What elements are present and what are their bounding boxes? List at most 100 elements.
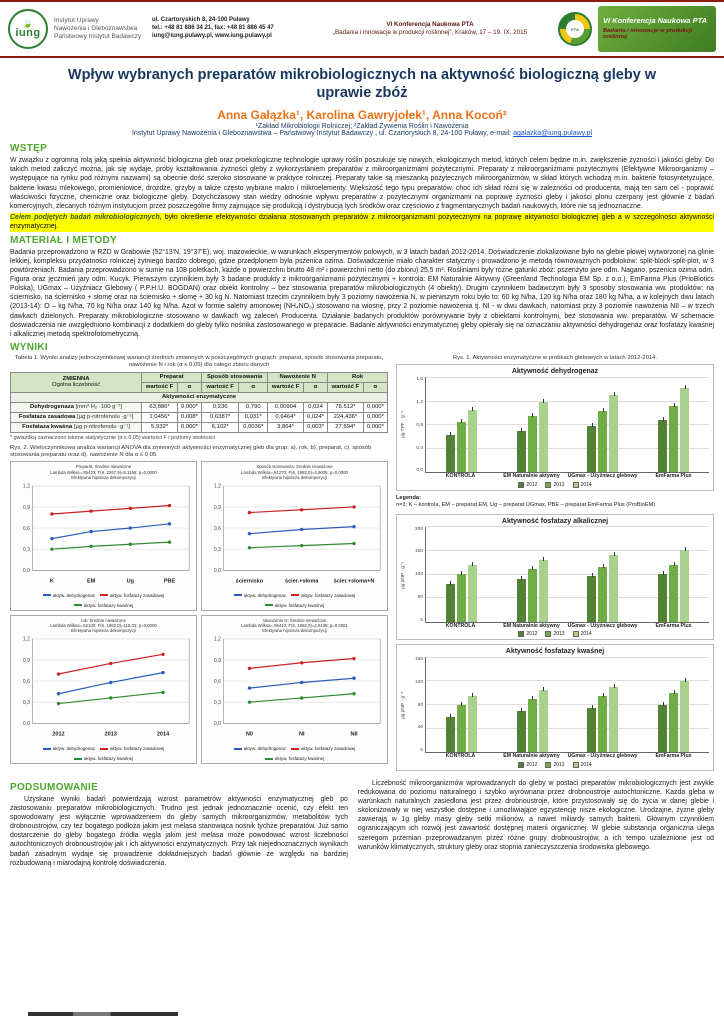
table-row: Fosfataza kwaśna [µg p-nitrofenolu ·g⁻¹]… [9,421,389,433]
top-strip [0,0,724,2]
error-bar [602,563,604,568]
y-axis-label: µg pNP · g⁻¹ [401,560,406,589]
svg-text:0,9: 0,9 [214,505,221,511]
svg-text:NI: NI [299,732,305,738]
legend-swatch [42,747,51,750]
panel-caption-line: rok; Średnie nieważone [81,617,126,623]
gridline [426,448,709,449]
table-sub-header: wartość F [327,381,364,393]
footer-bar [28,1012,178,1016]
panel-caption-line: nawożenie N; Średnie nieważone [262,617,327,623]
chart-legend: 2012 2013 2014 [401,481,709,488]
y-axis: 200 150 100 50 0 [409,527,425,623]
error-bar [673,689,675,694]
panel-caption: Preparat; Średnie nieważone Lambda Wilksa… [13,464,194,479]
legend-item: aktyw. dehydrogenaz [42,593,95,598]
anova-panel-a: Preparat; Średnie nieważone Lambda Wilksa… [10,461,197,611]
bar-group [638,657,709,753]
x-tick-label: KONTROLA [445,622,476,629]
x-tick-label: KONTROLA [445,473,476,480]
table-group-header: Nawożenie N [267,371,329,383]
y-tick-label: 120 [414,679,423,685]
panel-caption-line: Lambda Wilksa=,85423; F(9, 2267,9)=8,116… [50,469,157,475]
legend-label: 2014 [580,761,592,768]
panel-caption-line: Efektywna hipoteza dekompozycji [262,474,327,480]
address-line: iung@iung.pulawy.pl, www.iung.pulawy.pl [152,32,272,39]
legend-label: aktyw. fosfatazy kwaśnej [274,756,325,762]
error-bar [461,701,463,706]
y-tick-label: 50 [417,594,423,600]
chart-title: Aktywność fosfatazy alkalicznej [501,517,609,525]
bar [598,692,608,753]
bar-group [568,527,639,622]
y-tick-label: 0,0 [416,468,423,474]
x-tick-label: EmFarma Plus [655,473,692,480]
legend-item: 2014 [572,761,592,768]
svg-text:0,9: 0,9 [214,658,221,664]
bar [445,432,455,473]
chart-title: Aktywność fosfatazy kwaśnej [505,648,605,656]
chart-legend-note: Legenda: n=3; K – kontrola, EM – prepara… [396,494,656,509]
aim-highlight-rest: było określenie efektywności działania s… [10,213,714,231]
institute-line: Państwowy Instytut Badawczy [54,33,142,41]
legend-label: 2013 [553,761,565,768]
legend-item: aktyw. fosfatazy zasadowej [291,593,355,598]
table-sub-header: α [362,381,389,393]
error-bar [450,580,452,585]
table-caption: Tabela 1. Wyniki analizy jednoczynnikowe… [14,354,384,369]
svg-text:0,0: 0,0 [23,721,30,727]
svg-text:0,0: 0,0 [214,721,221,727]
legend-label: aktyw. dehydrogenaz [52,746,95,752]
y-tick-label: 40 [417,725,423,731]
x-tick-label: EmFarma Plus [655,753,692,760]
bar [527,412,537,473]
institute-name: Instytut Uprawy Nawożenia i Gleboznawstw… [54,17,146,41]
pta-round-logo: PTA [558,12,592,46]
legend-item: aktyw. fosfatazy kwaśnej [73,756,134,762]
conference-badge: VI Konferencja Naukowa PTA Badania i inn… [598,6,716,52]
legend-label: aktyw. fosfatazy kwaśnej [83,602,134,608]
error-bar [461,419,463,424]
error-bar [613,552,615,556]
svg-text:0,6: 0,6 [23,526,30,532]
y-tick-label: 0,4 [416,445,423,451]
legend-item: aktyw. fosfatazy zasadowej [100,746,164,751]
legend-label: 2014 [580,631,592,638]
legend-label: aktyw. fosfatazy zasadowej [301,592,356,598]
chart-body: µg pNP · g⁻¹ 200 150 100 50 0 [401,526,709,623]
x-tick-label: KONTROLA [445,753,476,760]
authors: Anna Gałązka¹, Karolina Gawryjołek¹, Ann… [217,108,507,123]
bar [456,419,466,473]
legend-label: aktyw. dehydrogenaz [243,746,286,752]
svg-text:1,2: 1,2 [23,637,30,643]
conference-name: VI Konferencja Naukowa PTA [386,20,474,28]
legend-swatch [233,594,242,597]
legend-item: aktyw. fosfatazy zasadowej [291,746,355,751]
y-tick-label: 1,6 [416,377,423,383]
table-sub-header: wartość F [201,381,240,393]
chart-title: Aktywność dehydrogenaz [511,368,599,376]
svg-text:ściernisko: ściernisko [236,578,264,584]
x-axis: KONTROLA EM Naturalnie aktywny UGmax - Uży… [425,622,709,630]
bar-groups [426,657,709,753]
error-bar [521,575,523,580]
error-bar [591,573,593,578]
iung-logo-text: iung [15,27,41,39]
y-tick-label: 100 [414,572,423,577]
bar [467,406,477,473]
conference-details: „Badania i innowacje w produkcji roślinn… [332,29,528,36]
legend-swatch [233,747,242,750]
svg-text:Ug: Ug [127,578,135,584]
gridline [426,727,709,729]
svg-text:1,2: 1,2 [214,637,221,643]
x-tick-label: UGmax - Użyźniacz glebowy [567,473,638,480]
email-link[interactable]: agalazka@iung.pulawy.pl [513,130,593,138]
legend-swatch [264,757,273,760]
svg-text:2012: 2012 [52,732,64,738]
svg-text:1,2: 1,2 [23,483,30,489]
legend-label: aktyw. fosfatazy kwaśnej [83,756,134,762]
bar [587,704,597,753]
bar [658,571,668,622]
bar-chart-fosfataza-alkaliczna: Aktywność fosfatazy alkalicznej µg pNP · … [396,513,714,641]
